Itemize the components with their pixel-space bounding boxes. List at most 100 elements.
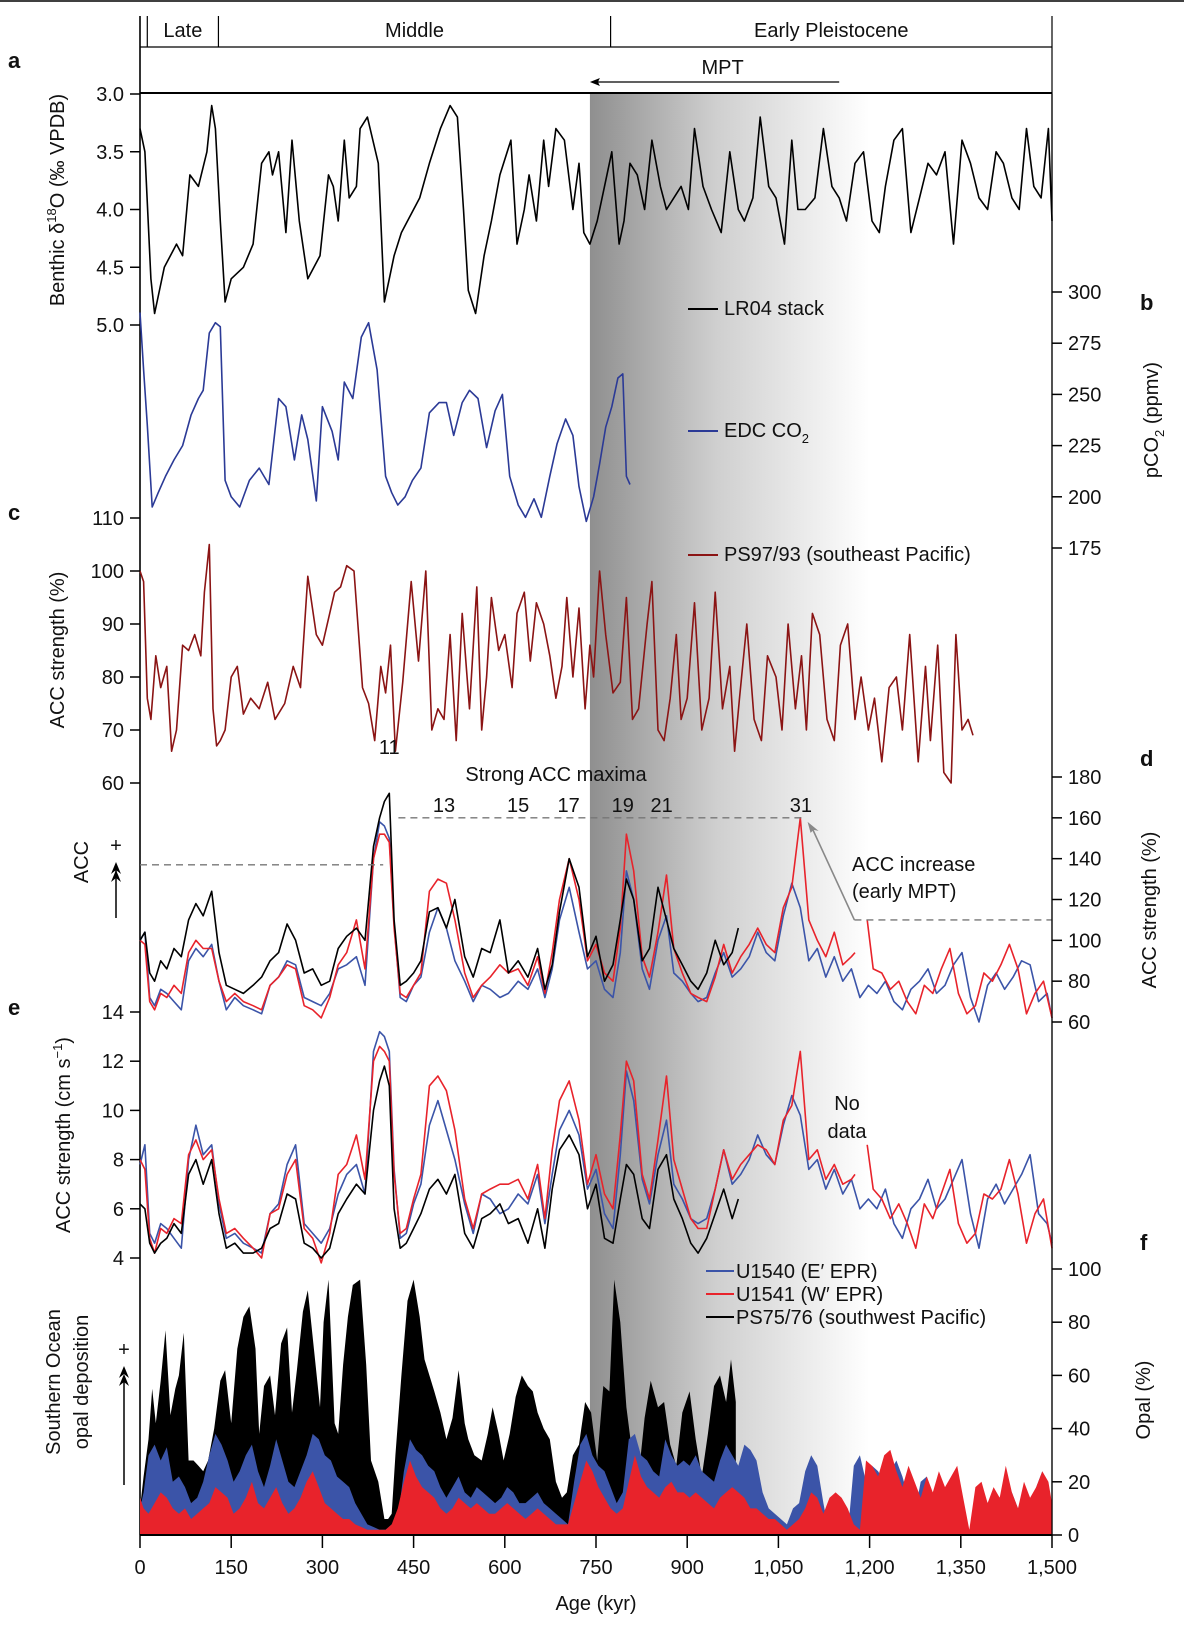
y-tick-label-d: 60 xyxy=(1068,1012,1090,1034)
annotation-mis-label: 31 xyxy=(790,795,812,817)
text-span: 2 xyxy=(1152,430,1167,437)
y-tick-label-e: 6 xyxy=(113,1199,124,1221)
series-line-a xyxy=(139,104,1053,315)
annotation-arrow-head-icon xyxy=(807,821,819,833)
y-tick-label-f: 40 xyxy=(1068,1419,1090,1441)
epoch-label: Middle xyxy=(385,20,444,42)
y-tick-label-c: 60 xyxy=(102,773,124,795)
panel-letter-f: f xyxy=(1140,1230,1148,1255)
panel-letter-c: c xyxy=(8,500,20,525)
y-tick-label-b: 175 xyxy=(1068,538,1101,560)
series-line-c xyxy=(139,543,974,784)
y-tick-label-e: 4 xyxy=(113,1248,124,1270)
y-axis-title-f: Opal (%) xyxy=(1133,1361,1155,1440)
text-span: 18 xyxy=(44,208,59,222)
text-span: ) xyxy=(53,1037,75,1044)
x-tick-label: 1,050 xyxy=(753,1557,803,1579)
legend-lr04: LR04 stack xyxy=(724,298,825,320)
y-tick-label-a: 4.0 xyxy=(96,200,124,222)
y-tick-label-f: 20 xyxy=(1068,1472,1090,1494)
x-tick-label: 600 xyxy=(488,1557,521,1579)
text-span: pCO xyxy=(1141,437,1163,478)
y-tick-label-e: 12 xyxy=(102,1051,124,1073)
series-line-e xyxy=(866,1144,1053,1249)
y-tick-label-b: 300 xyxy=(1068,282,1101,304)
annotation-mis-label: 17 xyxy=(558,795,580,817)
text-span: ACC strength (cm s xyxy=(53,1059,75,1233)
y-tick-label-d: 160 xyxy=(1068,808,1101,830)
y-tick-label-f: 100 xyxy=(1068,1259,1101,1281)
text-span: ACC strength (%) xyxy=(1139,832,1161,989)
text-span: 2 xyxy=(802,431,809,446)
y-tick-label-a: 5.0 xyxy=(96,315,124,337)
y-tick-label-c: 90 xyxy=(102,614,124,636)
y-tick-label-b: 275 xyxy=(1068,333,1101,355)
y-tick-label-a: 3.5 xyxy=(96,142,124,164)
x-tick-label: 0 xyxy=(134,1557,145,1579)
opal-double-arrow-head-icon xyxy=(119,1366,129,1386)
y-axis-title-b: pCO2 (ppmv) xyxy=(1141,362,1167,478)
y-tick-label-f: 0 xyxy=(1068,1525,1079,1547)
legend-entry: U1541 (W′ EPR) xyxy=(736,1284,883,1306)
epoch-label: Late xyxy=(163,20,202,42)
text-span: Benthic δ xyxy=(47,223,69,306)
panel-letter-b: b xyxy=(1140,290,1153,315)
y-axis-title-f-left-1: Southern Ocean xyxy=(43,1309,65,1455)
y-axis-title-a: Benthic δ18O (‰ VPDB) xyxy=(44,94,69,306)
x-axis-title: Age (kyr) xyxy=(555,1593,636,1615)
y-tick-label-f: 60 xyxy=(1068,1365,1090,1387)
opal-area-u1541 xyxy=(140,1449,1052,1535)
annotation-acc-increase-1: ACC increase xyxy=(852,854,975,876)
y-tick-label-c: 100 xyxy=(91,561,124,583)
y-tick-label-e: 10 xyxy=(102,1100,124,1122)
x-tick-label: 1,200 xyxy=(845,1557,895,1579)
legend-ps97-93: PS97/93 (southeast Pacific) xyxy=(724,544,971,566)
y-tick-label-d: 120 xyxy=(1068,890,1101,912)
x-tick-label: 750 xyxy=(579,1557,612,1579)
y-tick-label-d: 100 xyxy=(1068,930,1101,952)
annotation-mis-label: 15 xyxy=(507,795,529,817)
annotation-arrow-line xyxy=(810,826,856,921)
y-tick-label-d: 140 xyxy=(1068,849,1101,871)
x-tick-label: 1,350 xyxy=(936,1557,986,1579)
mpt-arrow-head-icon xyxy=(589,78,600,86)
text-span: Southern Ocean xyxy=(43,1309,65,1455)
annotation-acc-increase-2: (early MPT) xyxy=(852,881,956,903)
panel-letter-d: d xyxy=(1140,746,1153,771)
x-tick-label: 1,500 xyxy=(1027,1557,1077,1579)
legend-edc-co2: EDC CO2 xyxy=(724,420,809,446)
annotation-mis-label: 13 xyxy=(433,795,455,817)
text-span: ACC xyxy=(71,841,93,883)
series-line-d xyxy=(866,919,1053,1019)
epoch-label: Early Pleistocene xyxy=(754,20,909,42)
y-tick-label-a: 4.5 xyxy=(96,257,124,279)
y-tick-label-b: 250 xyxy=(1068,384,1101,406)
legend-entry: PS75/76 (southwest Pacific) xyxy=(736,1307,986,1329)
plus-sign-icon: + xyxy=(110,835,122,857)
axes-layer: 0 150 300 450 600 750 900 1,050 1,200 1,350 1,500A… xyxy=(91,84,1102,1615)
series-line-e xyxy=(139,1045,856,1264)
y-tick-label-b: 200 xyxy=(1068,487,1101,509)
series-line-e xyxy=(139,1030,1053,1254)
panel-letter-a: a xyxy=(8,48,21,73)
x-tick-label: 900 xyxy=(671,1557,704,1579)
x-tick-label: 300 xyxy=(306,1557,339,1579)
series-line-e xyxy=(139,1065,740,1259)
annotation-mis-label: 11 xyxy=(379,737,400,759)
annotation-mis-label: 21 xyxy=(651,795,673,817)
text-span: (ppmv) xyxy=(1141,362,1163,430)
series-line-b xyxy=(139,312,631,523)
annotation-no-data-1: No xyxy=(834,1093,860,1115)
y-axis-title-d-left: ACC xyxy=(71,841,93,883)
panel-letter-e: e xyxy=(8,995,20,1020)
y-tick-label-e: 14 xyxy=(102,1002,124,1024)
series-line-d xyxy=(139,817,856,1019)
mpt-label: MPT xyxy=(701,57,743,79)
series-line-d xyxy=(139,792,740,995)
y-tick-label-c: 70 xyxy=(102,720,124,742)
text-span: ACC strength (%) xyxy=(47,572,69,729)
y-tick-label-c: 110 xyxy=(92,508,124,530)
x-tick-label: 450 xyxy=(397,1557,430,1579)
epoch-header: Late Middle Early Pleistocene MPT xyxy=(0,0,1184,1535)
y-axis-title-e: ACC strength (cm s−1) xyxy=(50,1037,75,1233)
